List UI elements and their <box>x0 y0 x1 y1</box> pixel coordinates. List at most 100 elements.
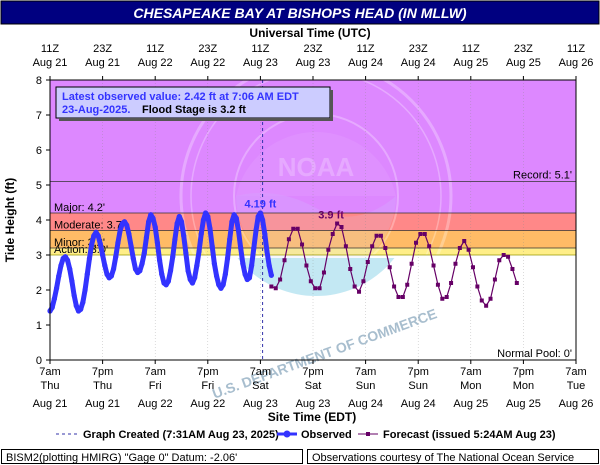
observed-point <box>207 226 213 232</box>
observed-point <box>240 261 246 267</box>
observed-point <box>222 271 228 277</box>
forecast-point <box>304 263 309 268</box>
top-tick-date: Aug 23 <box>243 57 278 69</box>
observed-point <box>198 231 204 237</box>
forecast-point <box>291 226 296 231</box>
observed-point <box>200 217 207 223</box>
record-label: Record: 5.1' <box>513 170 572 182</box>
footer-credit: Observations courtesy of The National Oc… <box>307 449 599 464</box>
bottom-tick-date: Aug 24 <box>348 398 383 410</box>
forecast-point <box>405 282 410 287</box>
legend-forecast-label: Forecast (issued 5:24AM Aug 23) <box>383 429 556 441</box>
observed-point <box>213 273 220 279</box>
forecast-point <box>422 232 427 236</box>
forecast-point <box>348 267 353 271</box>
legend-observed-marker <box>283 430 291 438</box>
forecast-point <box>335 221 340 226</box>
observed-point <box>78 306 84 312</box>
bottom-tick-date: Aug 23 <box>243 398 278 410</box>
observed-point <box>130 255 136 262</box>
observed-point <box>128 243 134 249</box>
forecast-point <box>330 232 335 236</box>
forecast-point <box>479 298 484 303</box>
observed-point <box>49 304 55 311</box>
observed-point <box>185 268 191 274</box>
observed-point <box>192 275 198 281</box>
y-axis-label: Tide Height (ft) <box>3 178 17 262</box>
bottom-tick-date: Aug 23 <box>296 398 331 410</box>
stage-label: Moderate: 3.7' <box>54 220 124 232</box>
observed-point <box>73 303 79 309</box>
forecast-point <box>418 232 423 236</box>
observed-point <box>117 227 123 234</box>
bottom-tick-time: 7am <box>355 366 376 378</box>
observed-point <box>113 254 119 260</box>
bottom-tick-date: Aug 25 <box>506 398 541 410</box>
observed-point <box>100 252 106 258</box>
top-tick-date: Aug 24 <box>401 57 436 69</box>
observed-point <box>172 236 178 242</box>
bottom-tick-weekday: Mon <box>460 380 481 392</box>
bottom-tick-weekday: Tue <box>567 380 586 392</box>
forecast-point <box>326 247 331 252</box>
info-flood-stage: Flood Stage is 3.2 ft <box>142 104 246 116</box>
observed-point <box>174 220 180 227</box>
observed-point <box>143 234 150 241</box>
forecast-point <box>475 284 480 289</box>
bottom-tick-date: Aug 24 <box>401 398 436 410</box>
top-tick-time: 11Z <box>462 43 480 55</box>
forecast-point <box>435 282 440 287</box>
forecast-point <box>278 277 283 282</box>
observed-point <box>137 268 143 274</box>
y-tick-label: 3 <box>36 250 42 262</box>
forecast-point <box>392 284 397 289</box>
bottom-tick-time: 7pm <box>407 366 428 378</box>
observed-point <box>56 273 62 279</box>
top-tick-time: 23Z <box>409 43 428 55</box>
bottom-tick-weekday: Sun <box>408 380 428 392</box>
top-tick-date: Aug 21 <box>85 57 120 69</box>
forecast-point <box>339 225 344 229</box>
forecast-point <box>286 237 291 242</box>
y-axis: 0 1 2 3 4 5 6 7 8 <box>36 75 50 367</box>
observed-point <box>257 210 263 216</box>
forecast-point <box>357 289 362 294</box>
bottom-tick-time: 7am <box>460 366 481 378</box>
observed-point <box>67 266 73 272</box>
forecast-point <box>374 233 379 238</box>
observed-point <box>102 262 108 269</box>
y-tick-label: 1 <box>36 320 42 332</box>
y-tick-label: 2 <box>36 285 42 297</box>
observed-point <box>64 257 71 263</box>
top-tick-time: 11Z <box>146 43 164 55</box>
observed-point <box>194 262 200 269</box>
forecast-point <box>343 244 348 249</box>
x-axis-label: Site Time (EDT) <box>268 410 356 424</box>
observed-point <box>154 240 160 246</box>
forecast-point <box>444 295 449 299</box>
forecast-point <box>400 295 405 299</box>
y-tick-label: 8 <box>36 75 42 87</box>
forecast-point <box>497 258 502 263</box>
observed-point <box>227 236 233 242</box>
top-tick-date: Aug 23 <box>296 57 331 69</box>
observed-point <box>146 219 152 225</box>
top-tick-date: Aug 21 <box>33 57 68 69</box>
observed-series: 4.19 ft <box>47 198 277 314</box>
observed-point <box>176 213 182 220</box>
forecast-peak-label: 3.9 ft <box>318 210 344 222</box>
top-tick-date: Aug 25 <box>453 57 488 69</box>
stage-lines: Action: 3.0'Minor: 3.2'Moderate: 3.7'Maj… <box>50 170 576 360</box>
bottom-tick-date: Aug 21 <box>85 398 120 410</box>
observed-point <box>266 262 272 269</box>
bottom-tick-weekday: Thu <box>41 380 60 392</box>
observed-point <box>58 262 64 269</box>
info-date: 23-Aug-2025. <box>62 104 130 116</box>
observed-point <box>80 299 86 305</box>
forecast-point <box>466 247 471 252</box>
bottom-tick-time: 7pm <box>302 366 323 378</box>
bottom-tick-time: 7am <box>250 366 271 378</box>
forecast-series: 3.9 ft <box>269 210 519 308</box>
observed-point <box>89 241 95 248</box>
observed-point <box>53 285 60 291</box>
